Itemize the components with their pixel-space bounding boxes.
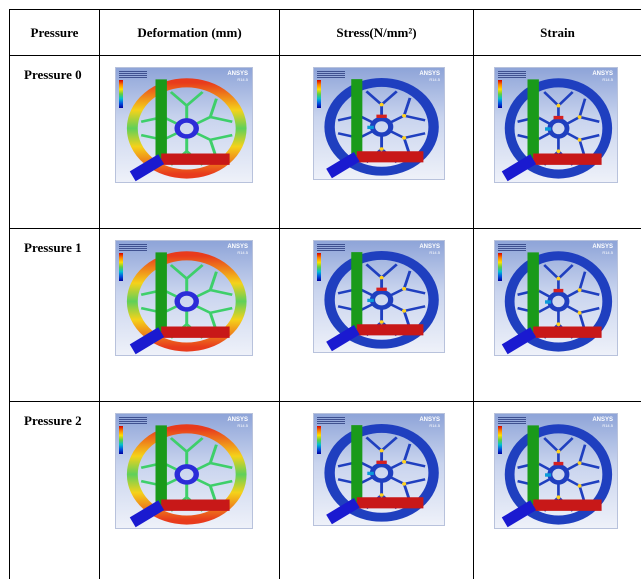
row-label: Pressure 2 [10, 402, 100, 579]
row-label: Pressure 0 [10, 56, 100, 229]
triad-axes-icon [495, 241, 617, 355]
triad-axes-icon [314, 68, 444, 179]
triad-axes-icon [495, 414, 617, 528]
header-stress: Stress(N/mm²) [280, 10, 474, 56]
triad-axes-icon [116, 241, 252, 355]
triad-axes-icon [495, 68, 617, 182]
header-pressure: Pressure [10, 10, 100, 56]
results-table: Pressure Deformation (mm) Stress(N/mm²) … [9, 9, 641, 579]
header-row: Pressure Deformation (mm) Stress(N/mm²) … [10, 10, 641, 56]
triad-axes-icon [116, 414, 252, 528]
triad-axes-icon [314, 414, 444, 525]
header-strain: Strain [474, 10, 641, 56]
triad-axes-icon [314, 241, 444, 352]
header-deformation: Deformation (mm) [100, 10, 280, 56]
row-label: Pressure 1 [10, 229, 100, 402]
triad-axes-icon [116, 68, 252, 182]
